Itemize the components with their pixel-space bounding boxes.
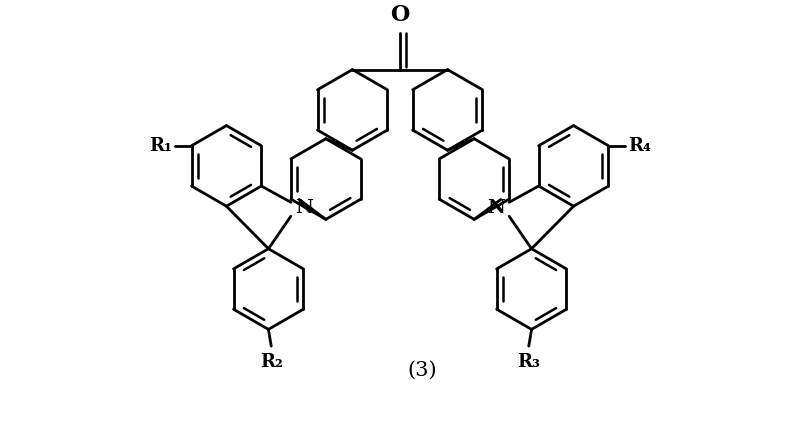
Text: R₁: R₁ bbox=[149, 137, 172, 155]
Text: R₄: R₄ bbox=[628, 137, 651, 155]
Text: R₃: R₃ bbox=[518, 353, 540, 371]
Text: N: N bbox=[487, 199, 506, 217]
Text: O: O bbox=[390, 4, 410, 27]
Text: R₂: R₂ bbox=[260, 353, 282, 371]
Text: N: N bbox=[294, 199, 313, 217]
Text: (3): (3) bbox=[407, 361, 438, 380]
